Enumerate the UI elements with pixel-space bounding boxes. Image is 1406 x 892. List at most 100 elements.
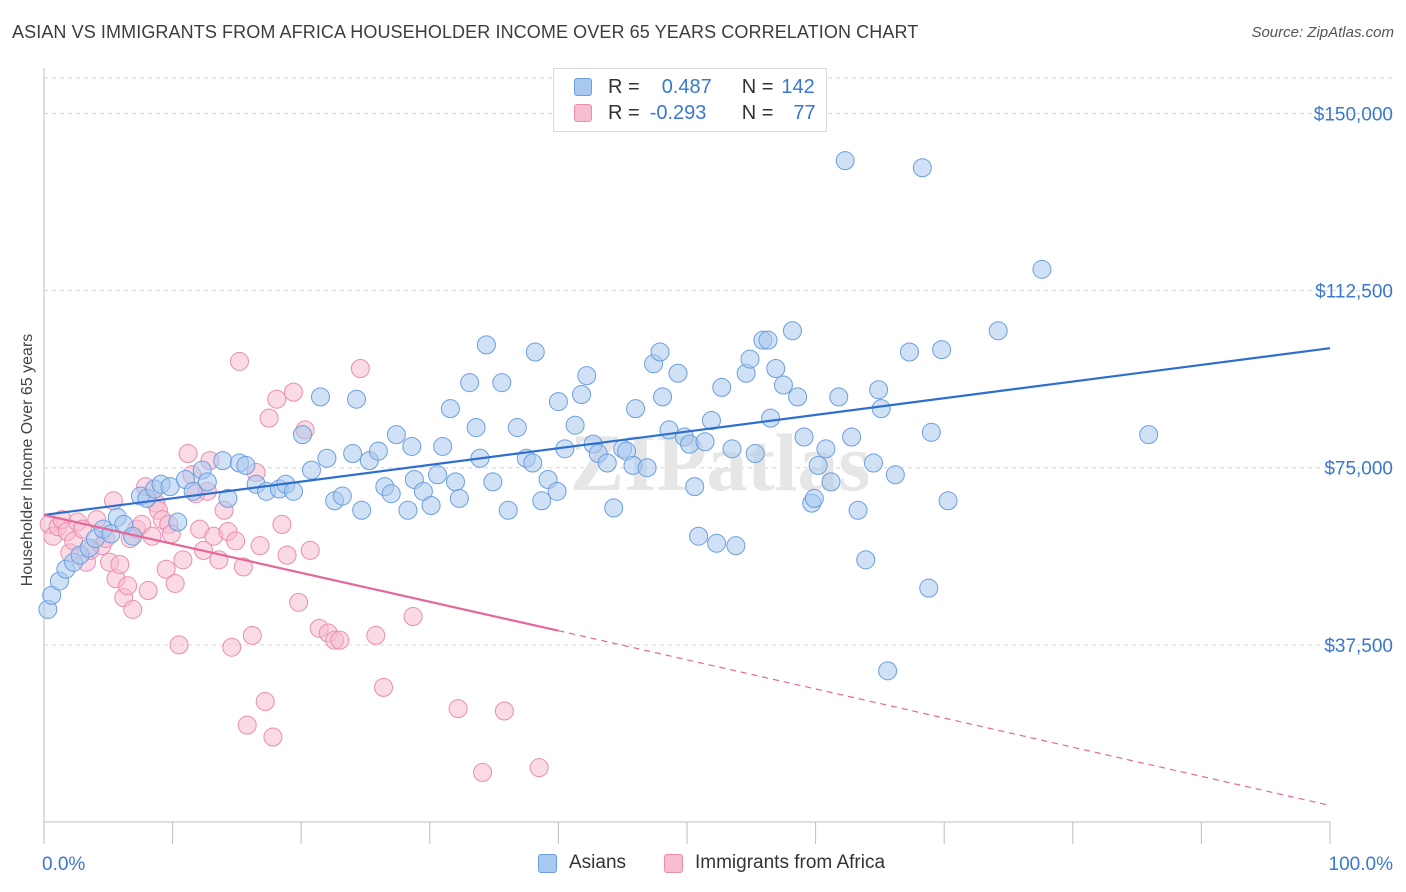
asian-point [428, 465, 448, 485]
africa-point [233, 557, 253, 577]
asian-point [740, 349, 760, 369]
asian-point [938, 491, 958, 511]
asian-trend-line [43, 347, 1331, 517]
africa-point [173, 550, 193, 570]
legend-asians-label: Asians [569, 852, 627, 873]
asian-point [835, 151, 855, 171]
asian-point [292, 425, 312, 445]
asian-point [218, 488, 238, 508]
asian-point [343, 444, 363, 464]
asian-point [446, 472, 466, 492]
asian-point [332, 486, 352, 506]
asian-point [685, 477, 705, 497]
asian-point [707, 533, 727, 553]
asian-point [492, 373, 512, 393]
africa-point [289, 592, 309, 612]
chart-title: ASIAN VS IMMIGRANTS FROM AFRICA HOUSEHOL… [12, 22, 919, 42]
y-tick-label: $150,000 [1314, 104, 1393, 125]
y-tick-labels: $37,500 $75,000 $112,500 $150,000 [1314, 104, 1393, 656]
asian-point [498, 500, 518, 520]
asian-point [421, 496, 441, 516]
asian-point [804, 488, 824, 508]
y-tick-label: $112,500 [1315, 282, 1393, 303]
africa-point [222, 637, 242, 657]
x-tick-label: 100.0% [1329, 854, 1394, 875]
africa-trend-line [43, 513, 559, 632]
africa-point [494, 701, 514, 721]
asian-point [310, 387, 330, 407]
africa-point [259, 408, 279, 428]
axes [43, 68, 1331, 844]
africa-point [448, 699, 468, 719]
asian-point [885, 465, 905, 485]
asian-point [572, 384, 592, 404]
r-label: R = [608, 101, 640, 124]
africa-point [255, 692, 275, 712]
africa-swatch [664, 853, 683, 873]
asian-point [433, 436, 453, 456]
asian-point [808, 455, 828, 475]
y-axis-label-wrap: Householder Income Over 65 years [14, 150, 42, 770]
r-value: -0.293 [649, 101, 707, 124]
asian-point [483, 472, 503, 492]
asian-point [722, 439, 742, 459]
africa-point [529, 758, 549, 778]
africa-point [226, 531, 246, 551]
asian-point [301, 460, 321, 480]
asian-point [398, 500, 418, 520]
asian-point [919, 578, 939, 598]
africa-trend-extension [558, 630, 1331, 807]
asian-point [525, 342, 545, 362]
asian-points [38, 151, 1159, 681]
africa-points [39, 351, 549, 782]
asian-point [317, 448, 337, 468]
asian-point [821, 472, 841, 492]
africa-point [300, 540, 320, 560]
trend-lines [43, 347, 1331, 807]
asian-point [1032, 259, 1052, 279]
asian-point [352, 500, 372, 520]
asian-point [532, 491, 552, 511]
africa-point [263, 727, 283, 747]
asian-point [695, 432, 715, 452]
asian-point [160, 477, 180, 497]
africa-point [330, 630, 350, 650]
asian-point [626, 399, 646, 419]
asian-point [440, 399, 460, 419]
asian-point [726, 536, 746, 556]
asian-point [197, 472, 217, 492]
asian-point [871, 399, 891, 419]
asian-point [899, 342, 919, 362]
legend-row-asian: R = 0.487 N = 142 [574, 74, 815, 100]
asian-point [386, 425, 406, 445]
r-label: R = [608, 75, 640, 98]
africa-point [156, 559, 176, 579]
asian-point [368, 441, 388, 461]
asian-point [236, 455, 256, 475]
africa-point [118, 576, 138, 596]
africa-point [169, 635, 189, 655]
asian-point [816, 439, 836, 459]
asian-point [476, 335, 496, 355]
africa-point [277, 545, 297, 565]
asian-point [650, 342, 670, 362]
n-value: 142 [781, 75, 815, 98]
africa-point [178, 444, 198, 464]
asian-point [842, 427, 862, 447]
n-value: 77 [793, 101, 816, 124]
asian-point [788, 387, 808, 407]
asian-point [1139, 425, 1159, 445]
asian-point [773, 375, 793, 395]
asian-point [988, 321, 1008, 341]
africa-point [350, 359, 370, 379]
asian-point [668, 363, 688, 383]
asian-swatch [574, 78, 592, 96]
africa-point [138, 581, 158, 601]
asian-point [912, 158, 932, 178]
asian-point [653, 387, 673, 407]
asian-point [449, 488, 469, 508]
africa-point [229, 351, 249, 371]
asian-point [547, 481, 567, 501]
africa-point [110, 555, 130, 575]
